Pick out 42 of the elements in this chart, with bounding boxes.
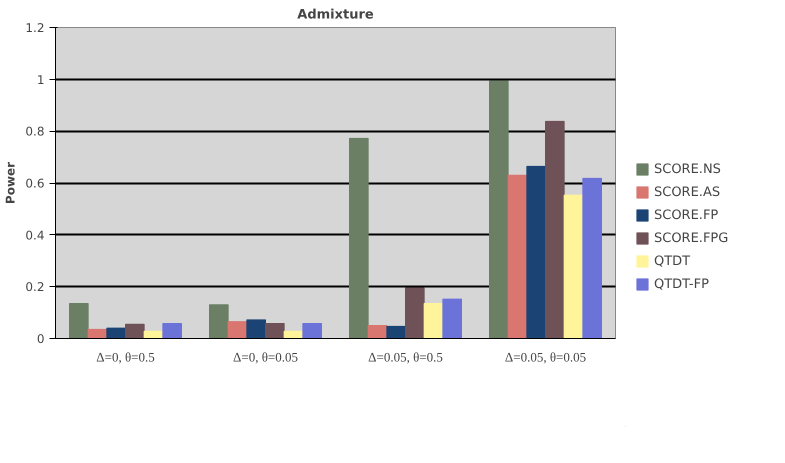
bar xyxy=(349,138,369,338)
x-tick-label: Δ=0, θ=0.05 xyxy=(233,350,298,364)
legend-label: SCORE.FP xyxy=(654,208,718,222)
bar xyxy=(125,324,145,338)
y-tick-label: 0.8 xyxy=(25,124,45,139)
bar xyxy=(442,298,462,338)
legend-label: SCORE.FPG xyxy=(654,230,728,246)
bar xyxy=(69,303,89,338)
y-axis-title: Power xyxy=(3,162,18,204)
bar xyxy=(162,322,182,338)
y-tick-label: 0.6 xyxy=(25,176,45,190)
bar xyxy=(209,304,229,338)
bar xyxy=(526,166,546,338)
bar xyxy=(284,330,304,338)
x-tick-label: Δ=0, θ=0.5 xyxy=(96,350,155,364)
x-tick-label: Δ=0.05, θ=0.05 xyxy=(504,350,586,364)
bar xyxy=(545,120,565,338)
legend-label: SCORE.NS xyxy=(654,162,721,176)
bar xyxy=(582,178,602,338)
legend-label: QTDT-FP xyxy=(654,276,709,292)
bar xyxy=(508,174,528,338)
bar xyxy=(405,287,425,338)
legend-label: SCORE.AS xyxy=(654,184,720,200)
bar xyxy=(564,194,584,338)
y-tick-label: 0.2 xyxy=(25,280,45,294)
bar xyxy=(424,303,444,338)
legend-label: QTDT xyxy=(654,254,690,268)
chart-title: Admixture xyxy=(297,8,374,22)
bar xyxy=(106,328,126,338)
y-tick-label: 0 xyxy=(36,332,45,346)
bar xyxy=(88,328,108,338)
bar xyxy=(228,321,248,338)
bar xyxy=(489,80,509,338)
y-tick-label: 0.4 xyxy=(25,228,45,242)
y-tick-label: 1 xyxy=(36,72,45,87)
bar xyxy=(302,322,322,338)
y-tick-label: 1.2 xyxy=(25,21,45,35)
bar xyxy=(246,319,266,338)
bar xyxy=(144,330,164,338)
x-tick-label: Δ=0.05, θ=0.5 xyxy=(368,350,443,364)
bar xyxy=(368,325,388,338)
bar xyxy=(265,322,285,338)
